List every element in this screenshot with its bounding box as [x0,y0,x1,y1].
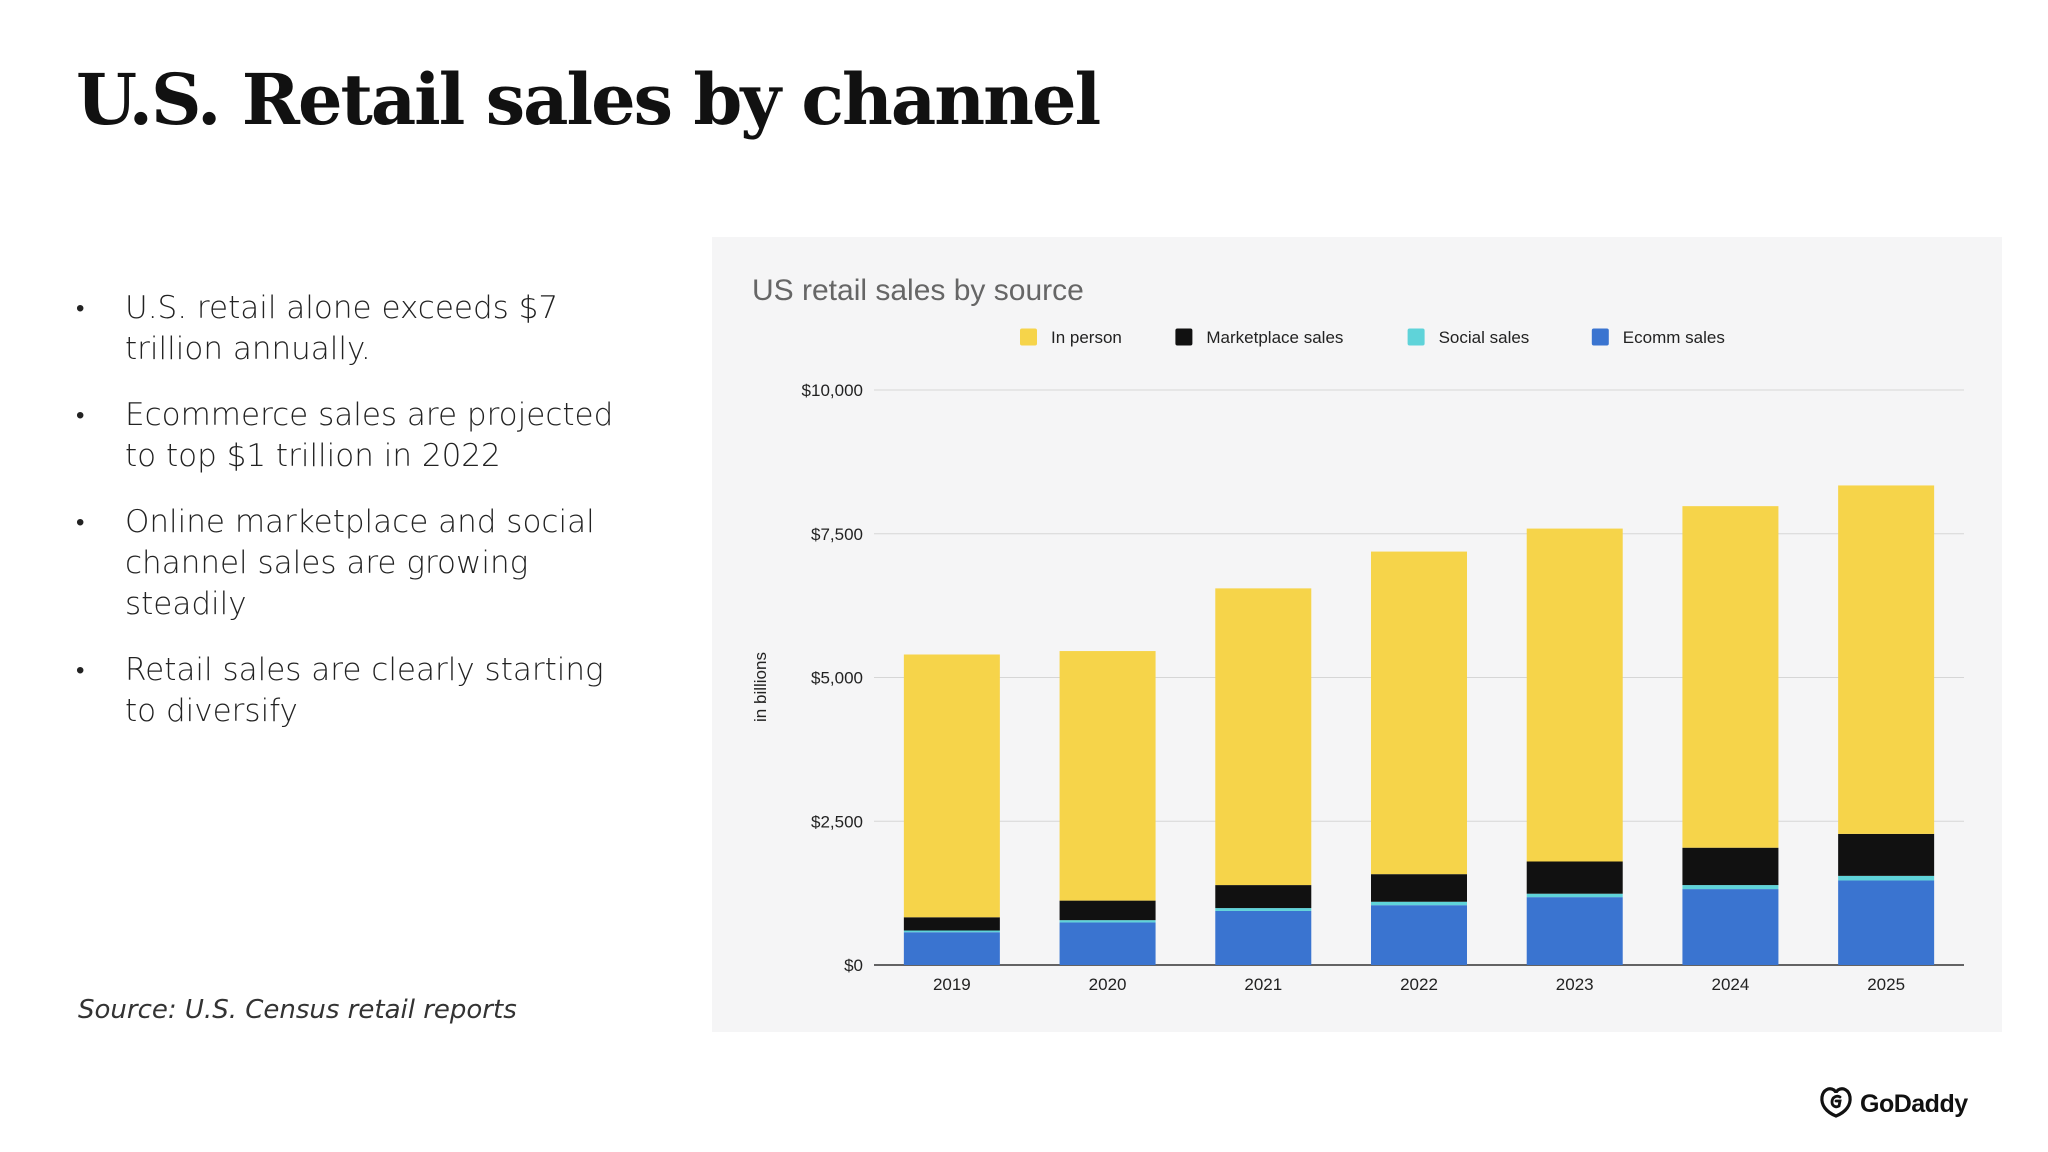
legend-label: In person [1051,328,1122,347]
bar-segment-marketplace-sales [903,917,1000,931]
legend-item: Marketplace sales [1175,328,1343,347]
bar-segment-social-sales [1838,875,1935,881]
bullet-item: • U.S. retail alone exceeds $7 trillion a… [76,288,636,370]
bar-segment-marketplace-sales [1838,833,1935,876]
godaddy-logo-text: GoDaddy [1860,1089,1968,1118]
chart-panel: US retail sales by source In person Marke… [712,237,2002,1032]
bar-segment-ecomm-sales [903,932,1000,965]
legend-label: Marketplace sales [1206,328,1343,347]
bar-segment-ecomm-sales [1215,910,1312,965]
source-note: Source: U.S. Census retail reports [78,995,517,1025]
bar-segment-in-person [1682,506,1779,848]
chart-legend: In person Marketplace sales Social sales Ec… [1020,328,1725,347]
bar-segment-in-person [1838,485,1935,834]
bar-segment-marketplace-sales [1371,874,1467,902]
legend-item: Ecomm sales [1591,328,1725,347]
godaddy-logo-icon [1818,1085,1854,1124]
legend-swatch [1175,328,1193,346]
bullet-text: Online marketplace and social channel sa… [125,504,595,622]
bullet-text: Ecommerce sales are projected to top $1 … [125,397,614,474]
bar-segment-ecomm-sales [1371,905,1467,965]
legend-item: Social sales [1407,328,1530,347]
x-tick-label: 2019 [933,975,971,994]
x-tick-label: 2025 [1867,975,1905,994]
y-axis-label: in billions [751,652,770,722]
bullet-list: • U.S. retail alone exceeds $7 trillion a… [76,288,636,757]
x-tick-label: 2023 [1556,975,1594,994]
legend-swatch [1020,328,1037,346]
bar-segment-social-sales [1526,893,1623,898]
bar-segment-social-sales [1059,920,1156,923]
bar-segment-ecomm-sales [1682,889,1779,965]
bar-segment-in-person [1059,651,1156,901]
y-axis-ticks: $0 $2,500 $5,000 $7,500 $10,000 [802,381,863,975]
y-tick-label: $0 [844,956,863,975]
legend-label: Ecomm sales [1623,328,1725,347]
bar-segment-social-sales [1682,885,1779,890]
bullet-item: • Ecommerce sales are projected to top $1… [76,395,636,477]
bar-segment-social-sales [1215,908,1312,911]
x-tick-label: 2024 [1712,975,1750,994]
bar-segment-marketplace-sales [1526,861,1623,894]
x-tick-label: 2021 [1244,975,1282,994]
y-tick-label: $2,500 [811,812,863,831]
y-tick-label: $10,000 [802,381,863,400]
bullet-marker: • [76,401,85,429]
bullet-marker: • [76,508,85,536]
bullet-marker: • [76,656,85,684]
bar-segment-ecomm-sales [1526,897,1623,965]
x-axis-ticks: 2019 2020 2021 2022 2023 2024 2025 [933,975,1905,994]
bullet-item: • Online marketplace and social channel s… [76,502,636,625]
bar-segment-in-person [1371,551,1467,875]
bullet-item: • Retail sales are clearly starting to di… [76,650,636,732]
bar-segment-marketplace-sales [1215,885,1312,909]
chart-title: US retail sales by source [752,274,1084,307]
x-tick-label: 2020 [1089,975,1127,994]
y-tick-label: $5,000 [811,669,863,688]
legend-label: Social sales [1439,328,1530,347]
bar-segment-in-person [1215,588,1312,886]
bar-segment-in-person [1526,528,1623,862]
bar-segment-ecomm-sales [1059,922,1156,965]
bar-segment-marketplace-sales [1682,847,1779,886]
bar-segment-social-sales [1371,901,1467,906]
slide-title: U.S. Retail sales by channel [76,58,1101,141]
bullet-marker: • [76,294,85,322]
bar-segment-in-person [903,654,1000,918]
x-tick-label: 2022 [1400,975,1438,994]
godaddy-logo: GoDaddy [1818,1084,1968,1124]
bar-segment-marketplace-sales [1059,900,1156,921]
stacked-bar-chart: US retail sales by source In person Marke… [751,274,1964,994]
bar-segment-ecomm-sales [1838,880,1935,965]
legend-swatch [1591,328,1609,346]
y-tick-label: $7,500 [811,525,863,544]
legend-item: In person [1020,328,1122,347]
bullet-text: U.S. retail alone exceeds $7 trillion an… [125,290,559,367]
chart-bars [903,485,1935,965]
legend-swatch [1407,328,1425,346]
bar-segment-social-sales [903,930,1000,933]
bullet-text: Retail sales are clearly starting to div… [125,652,604,729]
